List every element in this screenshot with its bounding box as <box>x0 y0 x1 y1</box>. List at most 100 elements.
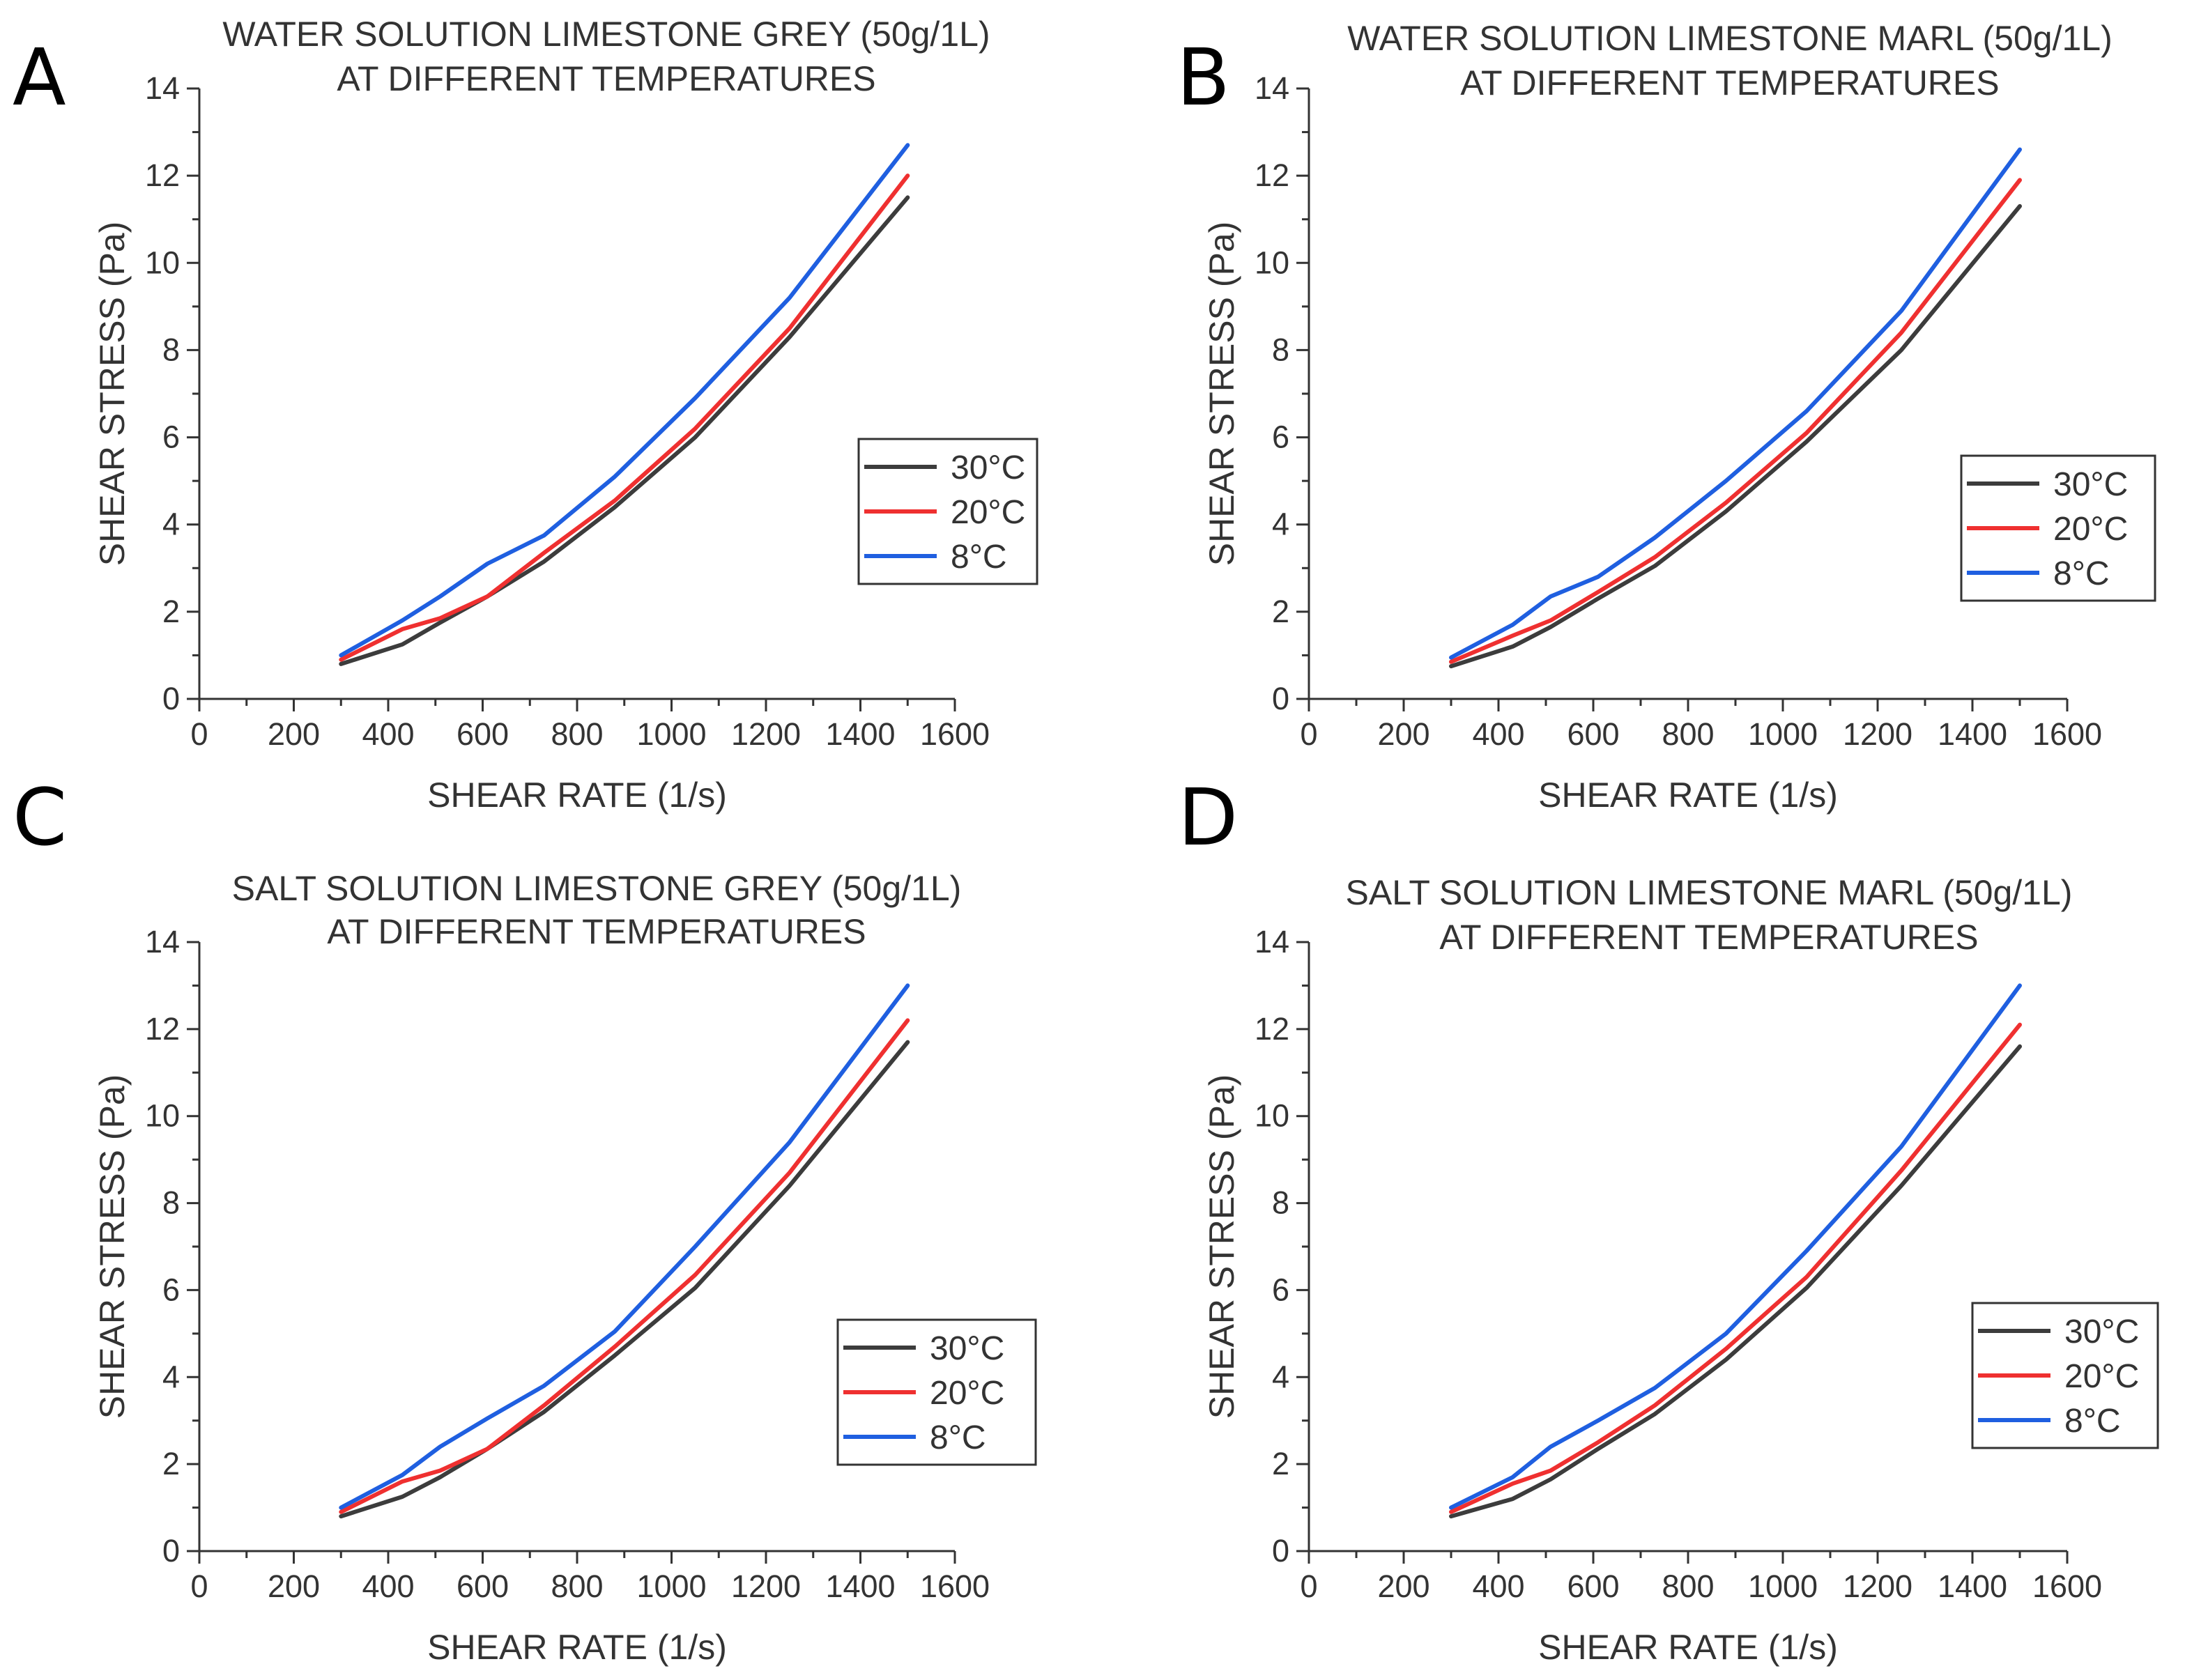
y-tick-label: 8 <box>1272 1185 1289 1221</box>
series-line-20c <box>1449 178 2022 664</box>
y-tick-label: 12 <box>1255 157 1289 193</box>
x-tick-label: 1400 <box>1938 716 2007 752</box>
x-tick-label: 0 <box>190 1569 208 1604</box>
x-tick-label: 1000 <box>1748 1569 1818 1604</box>
legend-label: 8°C <box>2064 1403 2121 1440</box>
chart-title-line: SALT SOLUTION LIMESTONE MARL (50g/1L) <box>1346 873 2073 912</box>
x-tick-label: 1000 <box>1748 716 1818 752</box>
legend-label: 30°C <box>930 1330 1004 1367</box>
x-tick-label: 800 <box>551 1569 603 1604</box>
x-tick-label: 400 <box>1472 716 1524 752</box>
x-tick-label: 0 <box>1300 1569 1317 1604</box>
y-tick-label: 4 <box>1272 507 1289 542</box>
y-tick-label: 6 <box>1272 419 1289 455</box>
series-line-20c <box>339 174 910 662</box>
y-tick-label: 2 <box>162 1446 180 1481</box>
panel-letter: D <box>1178 773 1238 863</box>
x-axis-label: SHEAR RATE (1/s) <box>1538 776 1838 815</box>
x-tick-label: 1000 <box>636 716 706 752</box>
x-tick-label: 600 <box>457 1569 509 1604</box>
y-tick-label: 6 <box>162 1272 180 1307</box>
chart-title-line: AT DIFFERENT TEMPERATURES <box>1439 918 1978 957</box>
x-tick-label: 1400 <box>825 1569 895 1604</box>
series-line-30c <box>339 1040 910 1519</box>
series-line-20c <box>339 1018 910 1514</box>
x-tick-label: 0 <box>1300 716 1317 752</box>
x-tick-label: 200 <box>1377 716 1429 752</box>
x-tick-label: 600 <box>457 716 509 752</box>
series-line-8c <box>339 983 910 1510</box>
legend-label: 20°C <box>951 494 1025 531</box>
chart-title-line: AT DIFFERENT TEMPERATURES <box>337 59 875 98</box>
chart-panel-d: D SALT SOLUTION LIMESTONE MARL (50g/1L) AT… <box>1178 773 2159 1667</box>
series-line-20c <box>1449 1022 2022 1514</box>
y-tick-label: 10 <box>1255 245 1289 280</box>
x-tick-label: 1400 <box>1938 1569 2007 1604</box>
y-axis-label: SHEAR STRESS (Pa) <box>1202 222 1241 567</box>
x-tick-label: 1000 <box>636 1569 706 1604</box>
x-tick-label: 1600 <box>920 716 990 752</box>
y-axis-label: SHEAR STRESS (Pa) <box>93 222 132 567</box>
y-tick-label: 12 <box>145 157 180 193</box>
legend: 30°C 20°C 8°C <box>857 438 1038 585</box>
x-tick-label: 200 <box>1377 1569 1429 1604</box>
y-tick-label: 14 <box>145 70 180 106</box>
y-tick-label: 8 <box>1272 332 1289 367</box>
x-tick-label: 800 <box>1662 716 1714 752</box>
y-tick-label: 14 <box>1255 924 1289 960</box>
y-tick-label: 4 <box>1272 1359 1289 1394</box>
legend-label: 8°C <box>951 539 1007 576</box>
legend-label: 30°C <box>2064 1313 2139 1350</box>
series-line-8c <box>1449 147 2022 660</box>
y-tick-label: 0 <box>162 681 180 716</box>
series-line-8c <box>339 143 910 658</box>
chart-panel-a: A WATER SOLUTION LIMESTONE GREY (50g/1L) A… <box>13 15 1038 815</box>
y-tick-label: 12 <box>145 1011 180 1047</box>
series-line-30c <box>1449 203 2022 669</box>
x-tick-label: 200 <box>268 716 320 752</box>
y-tick-label: 8 <box>162 332 180 367</box>
series-line-30c <box>1449 1044 2022 1519</box>
y-tick-label: 6 <box>162 419 180 455</box>
x-tick-label: 800 <box>551 716 603 752</box>
legend-label: 20°C <box>2053 511 2128 548</box>
x-tick-label: 400 <box>362 716 414 752</box>
panel-letter: A <box>13 33 66 123</box>
chart-panel-c: C SALT SOLUTION LIMESTONE GREY (50g/1L) AT… <box>13 773 1037 1667</box>
series-line-8c <box>1449 983 2022 1510</box>
legend: 30°C 20°C 8°C <box>1960 454 2156 602</box>
legend: 30°C 20°C 8°C <box>836 1318 1037 1466</box>
y-tick-label: 14 <box>145 924 180 960</box>
chart-title-line: WATER SOLUTION LIMESTONE GREY (50g/1L) <box>222 15 990 54</box>
chart-panel-b: B WATER SOLUTION LIMESTONE MARL (50g/1L) A… <box>1176 19 2156 815</box>
legend: 30°C 20°C 8°C <box>1971 1302 2159 1449</box>
x-axis-label: SHEAR RATE (1/s) <box>427 1628 727 1667</box>
chart-title-line: AT DIFFERENT TEMPERATURES <box>1460 63 1999 102</box>
x-tick-label: 1200 <box>731 716 801 752</box>
y-axis-label: SHEAR STRESS (Pa) <box>1202 1074 1241 1419</box>
legend-label: 30°C <box>2053 466 2128 503</box>
y-tick-label: 8 <box>162 1185 180 1221</box>
y-tick-label: 2 <box>162 594 180 629</box>
y-tick-label: 12 <box>1255 1011 1289 1047</box>
y-tick-label: 14 <box>1255 70 1289 106</box>
x-tick-label: 600 <box>1567 716 1619 752</box>
x-tick-label: 1600 <box>2032 716 2102 752</box>
legend-label: 8°C <box>2053 555 2110 592</box>
x-tick-label: 800 <box>1662 1569 1714 1604</box>
x-tick-label: 400 <box>362 1569 414 1604</box>
y-tick-label: 10 <box>1255 1098 1289 1134</box>
x-tick-label: 1200 <box>1843 716 1912 752</box>
y-tick-label: 0 <box>1272 1533 1289 1569</box>
x-tick-label: 1400 <box>825 716 895 752</box>
chart-title-line: SALT SOLUTION LIMESTONE GREY (50g/1L) <box>232 869 962 908</box>
y-tick-label: 10 <box>145 1098 180 1134</box>
x-tick-label: 600 <box>1567 1569 1619 1604</box>
panel-letter: C <box>13 773 67 863</box>
x-axis-label: SHEAR RATE (1/s) <box>1538 1628 1838 1667</box>
x-tick-label: 1200 <box>1843 1569 1912 1604</box>
y-tick-label: 2 <box>1272 1446 1289 1481</box>
y-tick-label: 2 <box>1272 594 1289 629</box>
legend-label: 30°C <box>951 449 1025 486</box>
